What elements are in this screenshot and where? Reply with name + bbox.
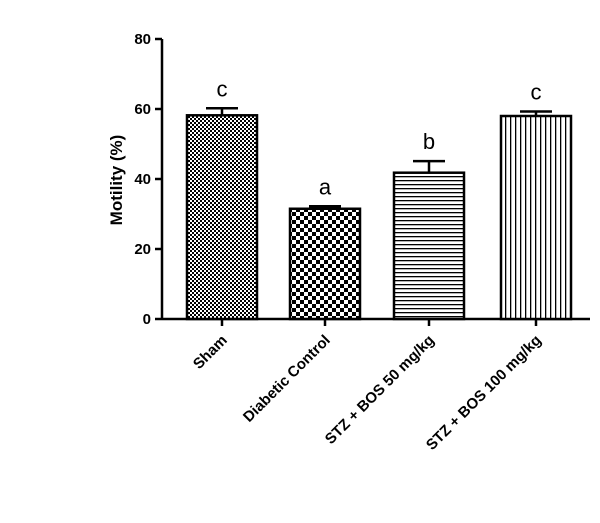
y-tick-label: 40: [134, 171, 151, 188]
significance-label: c: [217, 76, 228, 101]
error-bars: [206, 107, 552, 209]
y-tick-label: 20: [134, 241, 151, 258]
bars: [185, 114, 573, 321]
bar: [185, 114, 259, 321]
significance-label: b: [423, 129, 435, 154]
y-tick-label: 80: [134, 31, 151, 48]
category-label: Sham: [190, 332, 231, 373]
category-label: STZ + BOS 100 mg/kg: [423, 332, 545, 454]
significance-labels: c a b c: [217, 76, 542, 199]
bar: [288, 207, 362, 321]
significance-label: a: [319, 174, 332, 199]
bar: [499, 114, 573, 321]
y-tick-label: 60: [134, 101, 151, 118]
y-tick-label: 0: [143, 311, 151, 328]
category-label: STZ + BOS 50 mg/kg: [322, 332, 438, 448]
y-axis: 0 20 40 60 80: [134, 31, 164, 328]
bar: [392, 171, 466, 321]
category-label: Diabetic Control: [240, 332, 334, 426]
y-axis-title: Motility (%): [107, 135, 126, 226]
significance-label: c: [531, 79, 542, 104]
